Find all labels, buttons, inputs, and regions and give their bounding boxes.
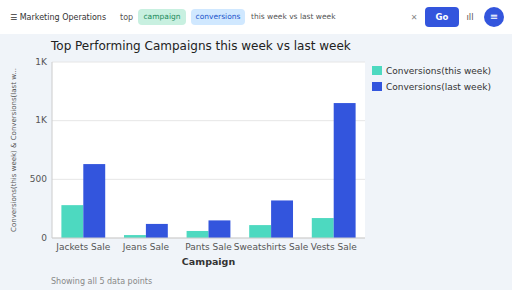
x-axis-label: Campaign — [182, 256, 236, 267]
bar — [271, 200, 293, 238]
title: Top Performing Campaigns this week vs la… — [50, 39, 351, 53]
nav-text: this week vs last week — [251, 12, 336, 21]
x-tick-label: Vests Sale — [311, 242, 357, 252]
x-tick-label: Jackets Sale — [55, 242, 110, 252]
pill-text: conversions — [196, 12, 241, 21]
nav-bar — [0, 0, 512, 34]
bar — [146, 224, 168, 238]
legend-swatch — [372, 66, 382, 75]
pill-text: campaign — [144, 12, 181, 21]
legend-swatch — [372, 82, 382, 91]
chart: ☰ Marketing Operations top campaign convers… — [0, 0, 512, 290]
nav-text: top — [120, 13, 133, 22]
close-button[interactable]: ✕ — [411, 13, 418, 22]
y-tick-label: 0 — [41, 233, 47, 243]
pill — [138, 9, 186, 25]
y-tick-label: 1K — [35, 115, 48, 125]
grid-line — [52, 120, 365, 121]
x-tick-label: Sweatshirts Sale — [234, 242, 309, 252]
footer: Showing all 5 data points — [51, 277, 152, 286]
x-axis — [52, 238, 365, 239]
legend-label: Conversions(last week) — [386, 82, 491, 92]
y-tick-label: 1K — [35, 57, 48, 67]
menu-button[interactable] — [484, 7, 504, 27]
bar — [209, 220, 231, 238]
plot-area — [52, 62, 365, 238]
grid-line — [52, 238, 365, 239]
menu-icon[interactable]: ≡ — [490, 11, 498, 22]
y-tick-label: 500 — [30, 174, 47, 184]
legend-label: Conversions(this week) — [386, 66, 491, 76]
bar — [334, 103, 356, 238]
go-button-text[interactable]: Go — [436, 12, 449, 22]
x-tick-label: Pants Sale — [185, 242, 232, 252]
bar — [187, 231, 209, 238]
nav-title: ☰ Marketing Operations — [10, 13, 106, 22]
bar — [61, 205, 83, 238]
y-axis-label: Conversions(this week) & Conversions(las… — [10, 68, 18, 232]
x-tick-label: Jeans Sale — [122, 242, 170, 252]
go-button[interactable] — [425, 7, 459, 27]
nav-icon: ıll — [466, 12, 473, 22]
bar — [312, 218, 334, 238]
grid-line — [52, 62, 365, 63]
bar — [249, 225, 271, 238]
bar — [83, 164, 105, 238]
y-axis — [52, 62, 53, 238]
background — [0, 0, 512, 290]
pill — [191, 9, 245, 25]
